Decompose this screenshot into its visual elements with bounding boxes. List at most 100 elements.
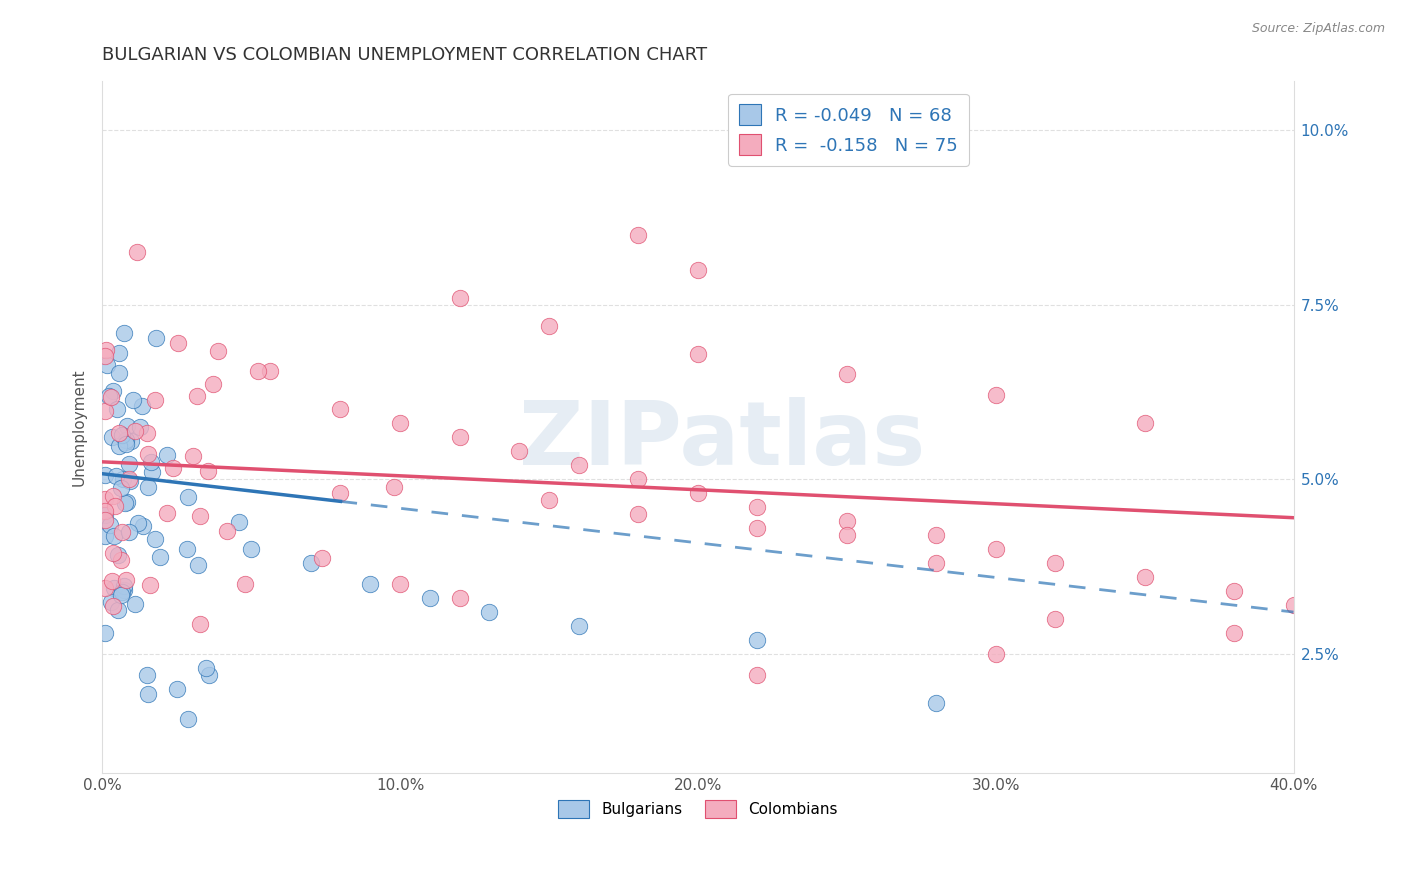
Point bbox=[101, 599, 124, 613]
Point bbox=[132, 519, 155, 533]
Point bbox=[94, 468, 117, 483]
Point bbox=[627, 507, 650, 521]
Point bbox=[568, 619, 591, 633]
Point bbox=[382, 480, 405, 494]
Point bbox=[508, 444, 530, 458]
Point bbox=[228, 515, 250, 529]
Point bbox=[202, 377, 225, 392]
Point bbox=[100, 429, 122, 443]
Point bbox=[177, 490, 200, 504]
Point bbox=[215, 524, 238, 538]
Point bbox=[111, 472, 134, 486]
Point bbox=[107, 439, 129, 453]
Point bbox=[143, 533, 166, 547]
Point bbox=[112, 326, 135, 340]
Point bbox=[121, 392, 143, 407]
Point bbox=[1133, 570, 1156, 584]
Point bbox=[125, 244, 148, 259]
Point bbox=[145, 392, 167, 407]
Point bbox=[627, 227, 650, 242]
Point bbox=[190, 617, 212, 632]
Point bbox=[240, 542, 263, 557]
Point bbox=[110, 481, 132, 495]
Point bbox=[167, 335, 190, 350]
Point bbox=[925, 528, 948, 542]
Point bbox=[537, 493, 560, 508]
Text: BULGARIAN VS COLOMBIAN UNEMPLOYMENT CORRELATION CHART: BULGARIAN VS COLOMBIAN UNEMPLOYMENT CORR… bbox=[103, 46, 707, 64]
Point bbox=[127, 516, 149, 530]
Point bbox=[1282, 598, 1305, 612]
Point bbox=[686, 262, 709, 277]
Point bbox=[107, 602, 129, 616]
Point bbox=[835, 528, 858, 542]
Point bbox=[145, 331, 167, 345]
Point bbox=[107, 425, 129, 440]
Point bbox=[984, 388, 1007, 402]
Point bbox=[115, 494, 138, 508]
Point bbox=[190, 508, 212, 523]
Point bbox=[1045, 612, 1067, 626]
Point bbox=[389, 577, 412, 591]
Point bbox=[359, 577, 381, 591]
Point bbox=[124, 597, 146, 611]
Point bbox=[107, 548, 129, 562]
Point bbox=[181, 449, 204, 463]
Text: ZIPatlas: ZIPatlas bbox=[519, 397, 925, 484]
Point bbox=[246, 364, 269, 378]
Point bbox=[103, 489, 125, 503]
Point bbox=[311, 550, 333, 565]
Point bbox=[96, 358, 118, 372]
Point bbox=[136, 687, 159, 701]
Point bbox=[100, 595, 122, 609]
Point bbox=[141, 465, 163, 479]
Point bbox=[94, 508, 117, 522]
Point bbox=[136, 480, 159, 494]
Point bbox=[100, 390, 122, 404]
Point bbox=[94, 491, 117, 506]
Point bbox=[138, 578, 160, 592]
Y-axis label: Unemployment: Unemployment bbox=[72, 368, 86, 486]
Point bbox=[111, 525, 134, 540]
Text: Source: ZipAtlas.com: Source: ZipAtlas.com bbox=[1251, 22, 1385, 36]
Point bbox=[136, 447, 159, 461]
Point bbox=[835, 368, 858, 382]
Point bbox=[118, 457, 141, 471]
Point bbox=[449, 591, 471, 605]
Point bbox=[449, 430, 471, 444]
Point bbox=[115, 418, 138, 433]
Point bbox=[131, 399, 153, 413]
Point bbox=[108, 346, 131, 360]
Point bbox=[233, 577, 256, 591]
Point bbox=[195, 661, 218, 675]
Point bbox=[568, 458, 591, 473]
Point bbox=[135, 425, 157, 440]
Point bbox=[984, 647, 1007, 661]
Point bbox=[925, 556, 948, 570]
Point bbox=[94, 529, 117, 543]
Point bbox=[103, 384, 125, 398]
Point bbox=[115, 574, 138, 588]
Point bbox=[94, 343, 117, 357]
Point bbox=[112, 579, 135, 593]
Point bbox=[115, 434, 138, 448]
Point bbox=[104, 469, 127, 483]
Point bbox=[103, 546, 125, 560]
Point bbox=[105, 402, 128, 417]
Point bbox=[118, 472, 141, 486]
Point bbox=[747, 632, 769, 647]
Point bbox=[186, 389, 208, 403]
Point bbox=[686, 486, 709, 500]
Point bbox=[111, 428, 134, 442]
Point bbox=[389, 417, 412, 431]
Point bbox=[1223, 584, 1246, 599]
Point bbox=[166, 681, 188, 696]
Point bbox=[124, 424, 146, 438]
Point bbox=[984, 542, 1007, 557]
Point bbox=[103, 529, 125, 543]
Point bbox=[118, 475, 141, 489]
Point bbox=[162, 461, 184, 475]
Point bbox=[149, 550, 172, 565]
Point bbox=[835, 514, 858, 528]
Point bbox=[115, 437, 138, 451]
Point bbox=[98, 389, 121, 403]
